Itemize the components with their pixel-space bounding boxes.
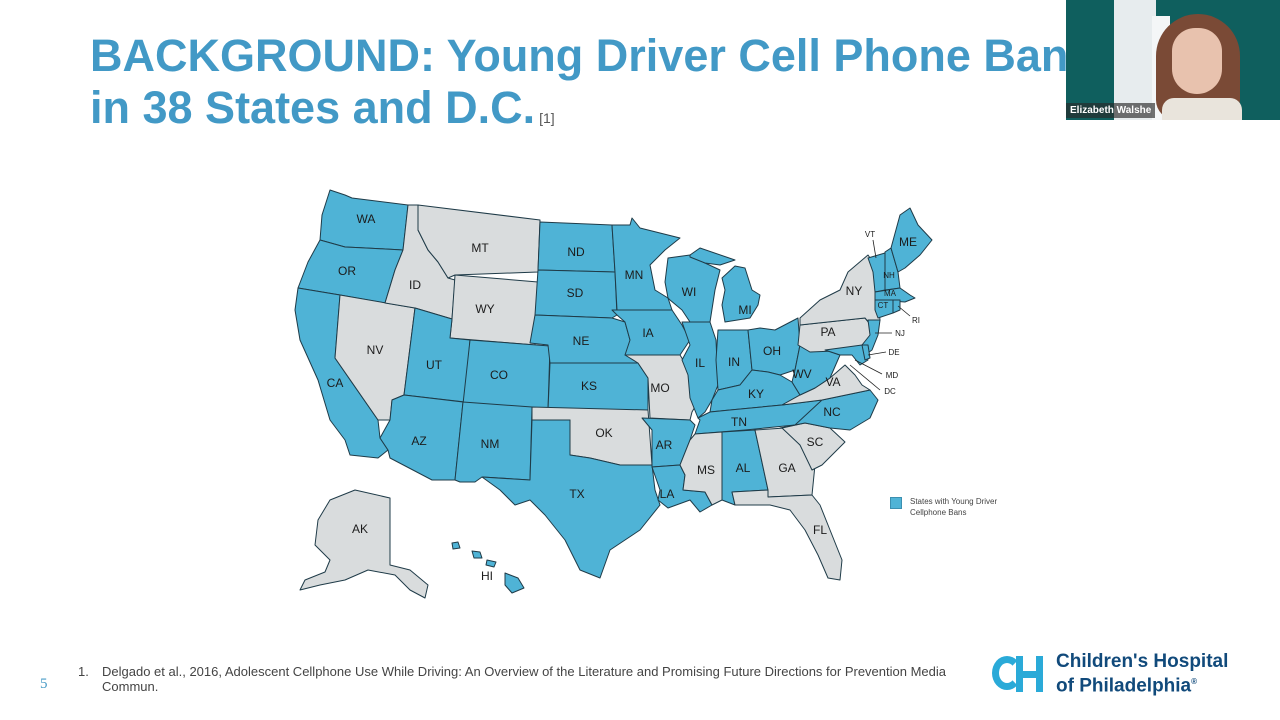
label-ID: ID — [409, 278, 421, 292]
legend-label: States with Young Driver Cellphone Bans — [910, 497, 998, 517]
state-HI-2 — [471, 550, 483, 559]
label-MI: MI — [738, 303, 751, 317]
chop-logo-icon — [990, 652, 1048, 696]
label-MT: MT — [471, 241, 489, 255]
map-legend: States with Young Driver Cellphone Bans — [890, 496, 1030, 518]
label-OH: OH — [763, 344, 781, 358]
leader-DC — [849, 364, 881, 391]
label-MS: MS — [697, 463, 715, 477]
title-line-2: in 38 States and D.C. [1] — [90, 82, 555, 133]
state-NH — [884, 247, 901, 291]
label-MO: MO — [650, 381, 669, 395]
chop-logo: Children's Hospital of Philadelphia® — [990, 652, 1228, 696]
label-ME: ME — [899, 235, 917, 249]
state-HI-4 — [504, 572, 525, 594]
state-HI-1 — [451, 541, 461, 550]
label-NC: NC — [823, 405, 841, 419]
state-HI-3 — [485, 559, 497, 568]
state-IL — [681, 321, 719, 419]
label-NM: NM — [481, 437, 500, 451]
label-RI: RI — [912, 316, 920, 325]
participant-shirt — [1162, 98, 1242, 120]
label-MN: MN — [625, 268, 644, 282]
video-background — [1114, 0, 1156, 120]
label-PA: PA — [820, 325, 835, 339]
label-LA: LA — [660, 487, 675, 501]
footnote-number: 1. — [78, 664, 89, 679]
label-SC: SC — [807, 435, 824, 449]
label-NH: NH — [883, 271, 895, 280]
label-IN: IN — [728, 355, 740, 369]
label-AZ: AZ — [411, 434, 426, 448]
label-CT: CT — [878, 301, 889, 310]
label-GA: GA — [778, 461, 795, 475]
label-FL: FL — [813, 523, 827, 537]
label-VA: VA — [825, 375, 840, 389]
footnote: 1. Delgado et al., 2016, Adolescent Cell… — [78, 664, 952, 694]
participant-name: Elizabeth Walshe — [1066, 103, 1156, 118]
label-NV: NV — [367, 343, 384, 357]
label-OK: OK — [595, 426, 612, 440]
label-MA: MA — [884, 289, 897, 298]
label-MD: MD — [886, 371, 899, 380]
label-IA: IA — [642, 326, 653, 340]
footnote-text: Delgado et al., 2016, Adolescent Cellpho… — [102, 664, 946, 694]
label-VT: VT — [865, 230, 875, 239]
label-SD: SD — [567, 286, 584, 300]
chop-logo-text: Children's Hospital of Philadelphia® — [1056, 651, 1229, 697]
label-ND: ND — [567, 245, 585, 259]
label-NY: NY — [846, 284, 863, 298]
title-line-1: BACKGROUND: Young Driver Cell Phone Bans — [90, 30, 1094, 81]
state-DE — [861, 344, 871, 361]
label-OR: OR — [338, 264, 356, 278]
slide-title: BACKGROUND: Young Driver Cell Phone Bans… — [90, 30, 1094, 144]
slide-number: 5 — [40, 676, 48, 692]
state-RI — [892, 299, 901, 314]
state-MI-lower — [721, 265, 761, 323]
label-AR: AR — [656, 438, 673, 452]
state-MI — [689, 247, 736, 266]
label-WA: WA — [357, 212, 376, 226]
participant-video-tile[interactable]: Elizabeth Walshe — [1066, 0, 1280, 120]
label-KY: KY — [748, 387, 764, 401]
label-UT: UT — [426, 358, 443, 372]
label-TN: TN — [731, 415, 747, 429]
label-WI: WI — [682, 285, 697, 299]
label-HI: HI — [481, 569, 493, 583]
legend-swatch — [890, 497, 902, 509]
state-ME — [890, 207, 933, 273]
label-NJ: NJ — [895, 329, 905, 338]
state-FL — [731, 489, 843, 581]
label-CA: CA — [327, 376, 344, 390]
label-TX: TX — [569, 487, 584, 501]
label-KS: KS — [581, 379, 597, 393]
title-citation: [1] — [539, 110, 555, 126]
participant-face — [1172, 28, 1222, 94]
label-WY: WY — [475, 302, 494, 316]
label-CO: CO — [490, 368, 508, 382]
state-AK — [299, 489, 429, 599]
label-DE: DE — [888, 348, 899, 357]
state-KS — [547, 362, 649, 411]
leader-RI — [897, 305, 911, 317]
label-NE: NE — [573, 334, 590, 348]
label-AK: AK — [352, 522, 368, 536]
leader-DE — [867, 351, 887, 356]
state-TX — [481, 419, 661, 579]
state-NY — [799, 254, 881, 331]
leader-MD — [854, 359, 883, 375]
label-IL: IL — [695, 356, 705, 370]
state-SD — [534, 269, 618, 319]
state-CT — [874, 299, 894, 319]
label-AL: AL — [736, 461, 751, 475]
label-DC: DC — [884, 387, 896, 396]
leader-VT — [872, 239, 877, 259]
label-WV: WV — [792, 367, 811, 381]
